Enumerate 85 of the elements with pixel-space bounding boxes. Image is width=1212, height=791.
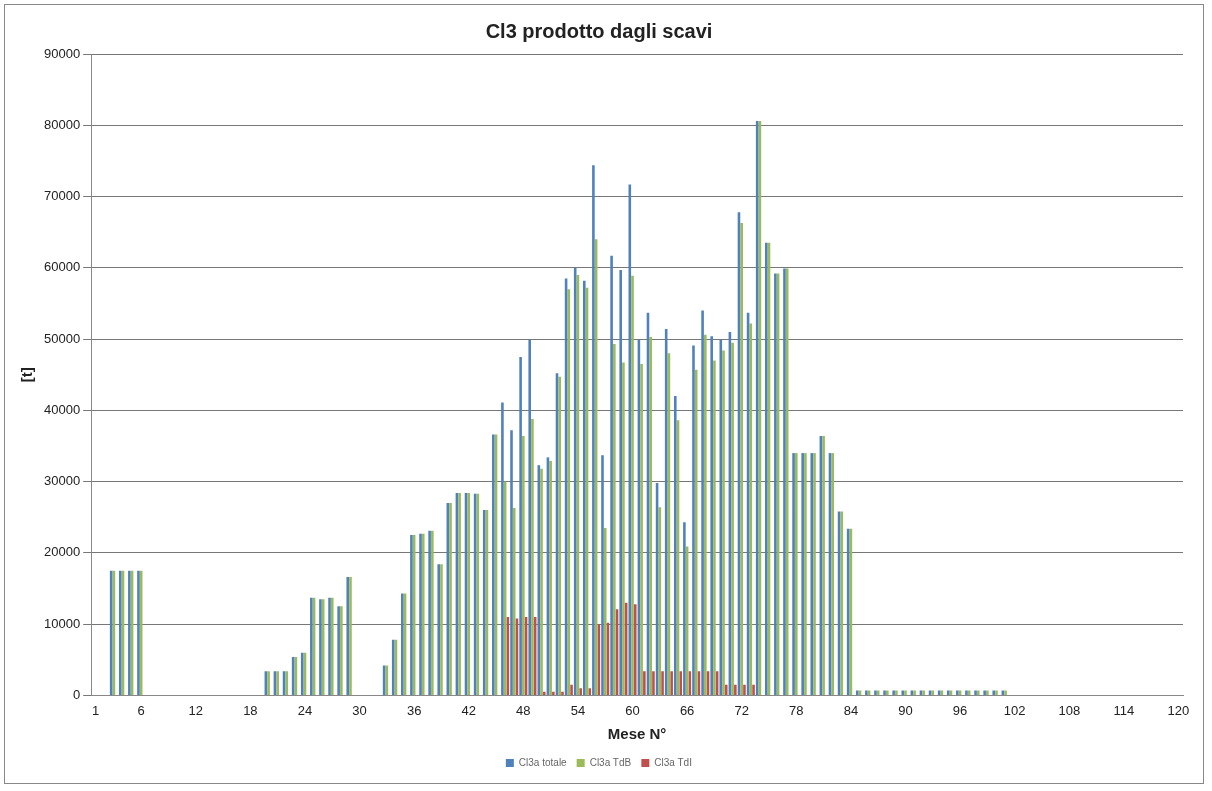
bar bbox=[743, 684, 746, 695]
x-tick-label: 24 bbox=[297, 702, 313, 718]
bar bbox=[631, 275, 634, 695]
bar bbox=[583, 280, 586, 695]
bar bbox=[601, 455, 604, 695]
bar bbox=[628, 184, 632, 695]
bar bbox=[734, 684, 737, 695]
bar bbox=[603, 527, 607, 695]
y-tick-label: 20000 bbox=[43, 544, 81, 560]
x-tick-label: 18 bbox=[243, 702, 258, 718]
legend-label: Cl3a TdB bbox=[589, 756, 632, 768]
bar bbox=[752, 684, 755, 695]
x-tick-label: 1 bbox=[92, 702, 100, 718]
y-tick-label: 10000 bbox=[43, 615, 81, 631]
chart-title: Cl3 prodotto dagli scavi bbox=[485, 19, 713, 42]
bar bbox=[610, 255, 613, 695]
x-tick-label: 72 bbox=[734, 702, 749, 718]
bar bbox=[542, 691, 546, 695]
bar bbox=[512, 507, 516, 695]
bar bbox=[613, 344, 616, 695]
bar bbox=[670, 671, 673, 695]
bar bbox=[710, 336, 713, 695]
bar bbox=[719, 339, 723, 695]
x-tick-label: 54 bbox=[570, 702, 586, 718]
x-tick-label: 114 bbox=[1113, 702, 1135, 718]
bar bbox=[683, 522, 686, 695]
x-tick-label: 90 bbox=[898, 702, 913, 718]
bar bbox=[694, 369, 698, 695]
x-tick-label: 66 bbox=[679, 702, 695, 718]
x-tick-label: 102 bbox=[1003, 702, 1026, 718]
bar bbox=[640, 364, 643, 695]
x-tick-label: 120 bbox=[1167, 702, 1190, 718]
bar bbox=[722, 350, 725, 695]
bar bbox=[528, 339, 532, 695]
bar bbox=[570, 684, 573, 695]
bar bbox=[740, 222, 744, 695]
bar bbox=[579, 688, 582, 695]
bar bbox=[552, 691, 555, 695]
x-tick-label: 48 bbox=[516, 702, 531, 718]
y-axis-title: [t] bbox=[18, 367, 36, 383]
bar bbox=[510, 430, 513, 695]
y-tick-label: 90000 bbox=[43, 45, 81, 61]
bar bbox=[692, 345, 695, 695]
bar bbox=[588, 688, 592, 695]
bar bbox=[649, 336, 653, 695]
x-tick-label: 12 bbox=[188, 702, 204, 718]
legend-label: Cl3a TdI bbox=[654, 756, 692, 768]
y-tick-label: 80000 bbox=[43, 116, 81, 132]
bar bbox=[501, 402, 504, 695]
bar bbox=[633, 604, 637, 695]
bar bbox=[673, 396, 677, 695]
bar bbox=[592, 165, 595, 695]
x-tick-label: 36 bbox=[406, 702, 422, 718]
x-tick-label: 108 bbox=[1058, 702, 1081, 718]
y-tick-label: 60000 bbox=[43, 259, 81, 275]
bar bbox=[643, 671, 646, 695]
bar bbox=[519, 356, 522, 695]
y-tick-label: 30000 bbox=[43, 473, 81, 489]
bar bbox=[704, 334, 707, 695]
bar bbox=[573, 267, 577, 695]
y-tick-label: 70000 bbox=[43, 188, 81, 204]
y-tick-label: 40000 bbox=[43, 401, 81, 417]
x-tick-label: 78 bbox=[789, 702, 804, 718]
x-tick-label: 60 bbox=[625, 702, 640, 718]
x-tick-label: 6 bbox=[137, 702, 145, 718]
bar bbox=[661, 671, 664, 695]
y-tick-label: 0 bbox=[72, 686, 81, 702]
bar bbox=[531, 418, 534, 695]
bar bbox=[622, 362, 625, 695]
bar bbox=[619, 269, 622, 695]
bar bbox=[652, 671, 655, 695]
legend-label: Cl3a totale bbox=[518, 756, 568, 768]
bar bbox=[522, 435, 525, 695]
x-axis-title: Mese N° bbox=[607, 725, 667, 743]
bar bbox=[679, 671, 683, 695]
bar bbox=[701, 310, 704, 695]
x-tick-label: 30 bbox=[352, 702, 367, 718]
bar bbox=[561, 691, 564, 695]
x-tick-label: 84 bbox=[843, 702, 859, 718]
x-tick-label: 42 bbox=[461, 702, 476, 718]
bar bbox=[713, 360, 716, 695]
x-tick-label: 96 bbox=[952, 702, 968, 718]
bar bbox=[724, 684, 728, 695]
y-tick-label: 50000 bbox=[43, 330, 81, 346]
bar bbox=[731, 342, 734, 695]
